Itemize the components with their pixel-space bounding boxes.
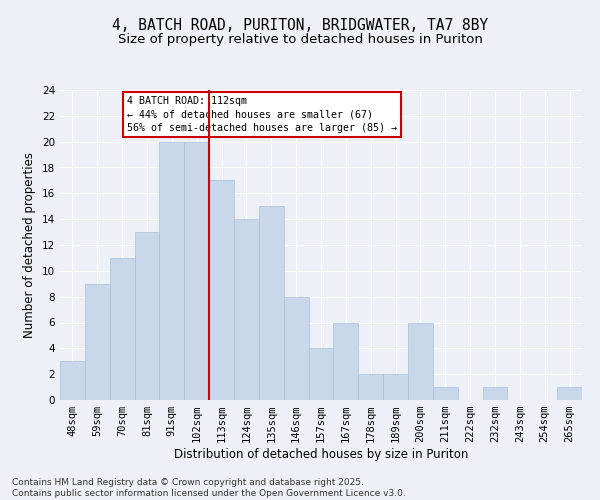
Bar — [160, 142, 184, 400]
Text: Contains HM Land Registry data © Crown copyright and database right 2025.
Contai: Contains HM Land Registry data © Crown c… — [12, 478, 406, 498]
Bar — [408, 322, 433, 400]
Bar — [308, 348, 334, 400]
Text: 4, BATCH ROAD, PURITON, BRIDGWATER, TA7 8BY: 4, BATCH ROAD, PURITON, BRIDGWATER, TA7 … — [112, 18, 488, 32]
Bar — [184, 142, 209, 400]
Bar — [358, 374, 383, 400]
X-axis label: Distribution of detached houses by size in Puriton: Distribution of detached houses by size … — [174, 448, 468, 461]
Bar — [284, 296, 308, 400]
Bar — [383, 374, 408, 400]
Bar — [433, 387, 458, 400]
Bar — [557, 387, 582, 400]
Text: 4 BATCH ROAD: 112sqm
← 44% of detached houses are smaller (67)
56% of semi-detac: 4 BATCH ROAD: 112sqm ← 44% of detached h… — [127, 96, 397, 133]
Bar — [209, 180, 234, 400]
Bar — [482, 387, 508, 400]
Bar — [134, 232, 160, 400]
Y-axis label: Number of detached properties: Number of detached properties — [23, 152, 37, 338]
Text: Size of property relative to detached houses in Puriton: Size of property relative to detached ho… — [118, 32, 482, 46]
Bar — [234, 219, 259, 400]
Bar — [60, 361, 85, 400]
Bar — [259, 206, 284, 400]
Bar — [85, 284, 110, 400]
Bar — [110, 258, 134, 400]
Bar — [334, 322, 358, 400]
